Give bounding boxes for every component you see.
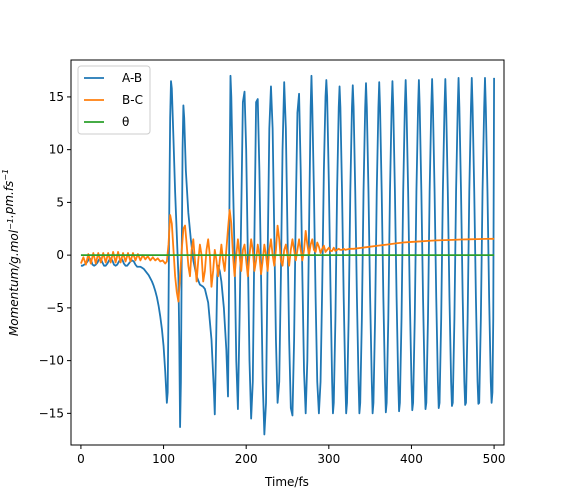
legend-label-b-c: B-C xyxy=(122,93,143,107)
y-tick-label: 10 xyxy=(49,143,64,157)
y-axis-label: Momentum/g.mol−1.pm.fs−1 xyxy=(1,169,21,336)
legend: A-B B-C θ xyxy=(77,65,151,135)
y-tick-label: 5 xyxy=(56,195,64,209)
y-axis: −15 −10 −5 0 5 10 15 xyxy=(39,90,71,420)
x-tick-label: 300 xyxy=(317,452,340,466)
x-tick-label: 100 xyxy=(152,452,175,466)
legend-box xyxy=(77,65,151,135)
legend-label-theta: θ xyxy=(122,115,129,129)
series-layer xyxy=(80,74,495,436)
series-line-a-b xyxy=(80,74,495,436)
y-tick-label: −10 xyxy=(39,354,64,368)
y-tick-label: −15 xyxy=(39,406,64,420)
legend-label-a-b: A-B xyxy=(122,71,142,85)
x-tick-label: 500 xyxy=(483,452,506,466)
series-line-b-c xyxy=(80,208,495,303)
x-tick-label: 0 xyxy=(77,452,85,466)
plot-frame xyxy=(70,59,505,446)
y-tick-label: 0 xyxy=(56,248,64,262)
x-tick-label: 400 xyxy=(400,452,423,466)
x-tick-label: 200 xyxy=(235,452,258,466)
y-tick-label: −5 xyxy=(46,301,64,315)
x-axis: 0 100 200 300 400 500 xyxy=(77,445,506,466)
x-axis-label: Time/fs xyxy=(264,475,309,489)
y-tick-label: 15 xyxy=(49,90,64,104)
